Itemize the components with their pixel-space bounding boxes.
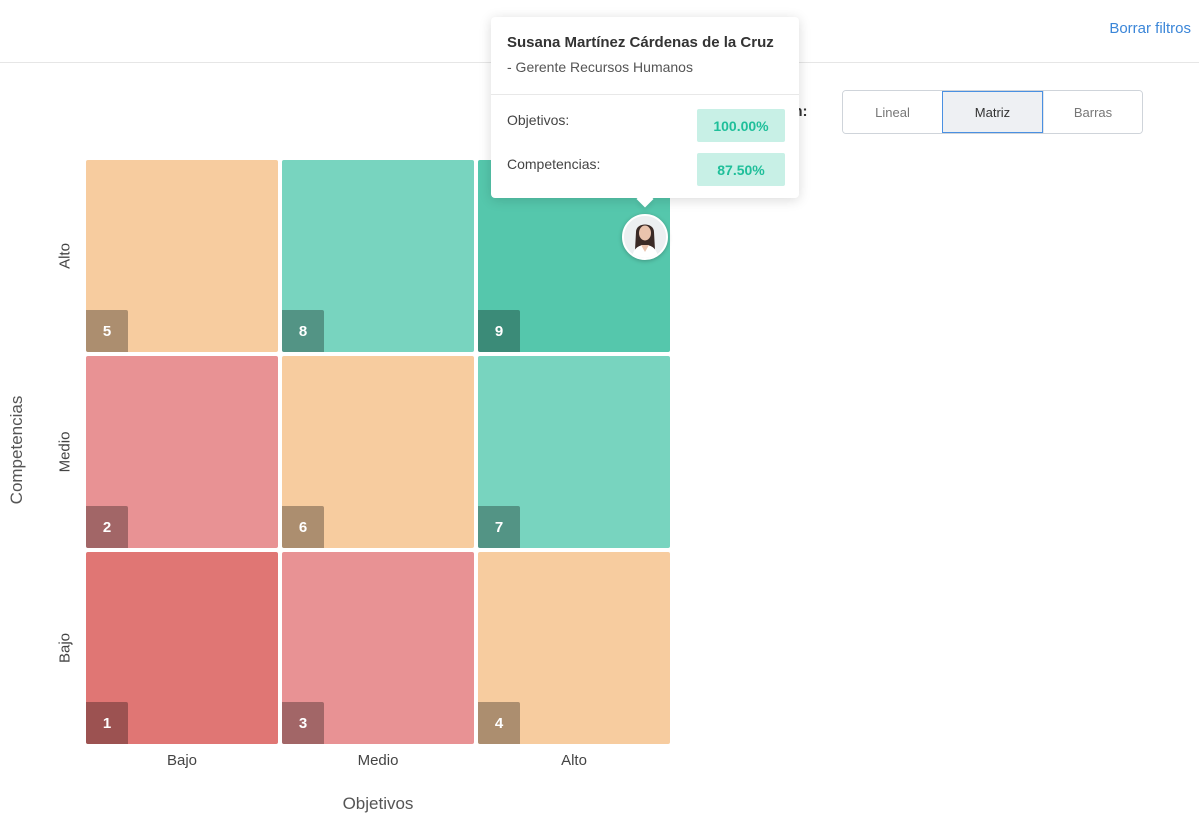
x-tick-alto: Alto <box>561 752 587 769</box>
cell-number-badge: 3 <box>282 702 324 744</box>
y-tick-alto: Alto <box>56 243 74 269</box>
matrix-cell-3[interactable]: 3 <box>282 552 474 744</box>
objectives-label: Objetivos: <box>507 112 570 128</box>
cell-number-badge: 2 <box>86 506 128 548</box>
matrix-cell-4[interactable]: 4 <box>478 552 670 744</box>
matrix-cell-1[interactable]: 1 <box>86 552 278 744</box>
employee-name: Susana Martínez Cárdenas de la Cruz <box>507 34 774 51</box>
matrix-cell-2[interactable]: 2 <box>86 356 278 548</box>
tooltip-header: Susana Martínez Cárdenas de la Cruz - Ge… <box>491 17 799 95</box>
nine-box-matrix: 5 8 9 2 6 7 1 3 4 <box>86 160 671 744</box>
competencies-label: Competencias: <box>507 156 601 172</box>
matrix-cell-8[interactable]: 8 <box>282 160 474 352</box>
x-tick-medio: Medio <box>357 752 399 769</box>
view-barras-button[interactable]: Barras <box>1043 91 1142 133</box>
view-lineal-button[interactable]: Lineal <box>843 91 942 133</box>
cell-number-badge: 5 <box>86 310 128 352</box>
y-tick-medio: Medio <box>56 431 74 473</box>
cell-number-badge: 4 <box>478 702 520 744</box>
employee-role: - Gerente Recursos Humanos <box>507 59 693 75</box>
objectives-score-badge: 100.00% <box>697 109 785 142</box>
objectives-row: Objetivos: 100.00% <box>507 109 785 143</box>
clear-filters-link[interactable]: Borrar filtros <box>1109 20 1191 37</box>
person-photo-icon <box>624 216 666 258</box>
employee-tooltip: Susana Martínez Cárdenas de la Cruz - Ge… <box>491 17 799 198</box>
cell-number-badge: 6 <box>282 506 324 548</box>
view-mode-switch: Lineal Matriz Barras <box>842 90 1143 134</box>
matrix-cell-6[interactable]: 6 <box>282 356 474 548</box>
y-axis-title: Competencias <box>7 395 26 505</box>
cell-number-badge: 9 <box>478 310 520 352</box>
competencies-score-badge: 87.50% <box>697 153 785 186</box>
y-tick-bajo: Bajo <box>56 632 74 664</box>
cell-number-badge: 1 <box>86 702 128 744</box>
cell-number-badge: 8 <box>282 310 324 352</box>
view-matriz-button[interactable]: Matriz <box>942 91 1043 133</box>
matrix-cell-7[interactable]: 7 <box>478 356 670 548</box>
employee-avatar[interactable] <box>622 214 668 260</box>
matrix-cell-5[interactable]: 5 <box>86 160 278 352</box>
competencies-row: Competencias: 87.50% <box>507 153 785 187</box>
x-axis-title: Objetivos <box>342 794 414 813</box>
cell-number-badge: 7 <box>478 506 520 548</box>
x-tick-bajo: Bajo <box>166 752 198 769</box>
